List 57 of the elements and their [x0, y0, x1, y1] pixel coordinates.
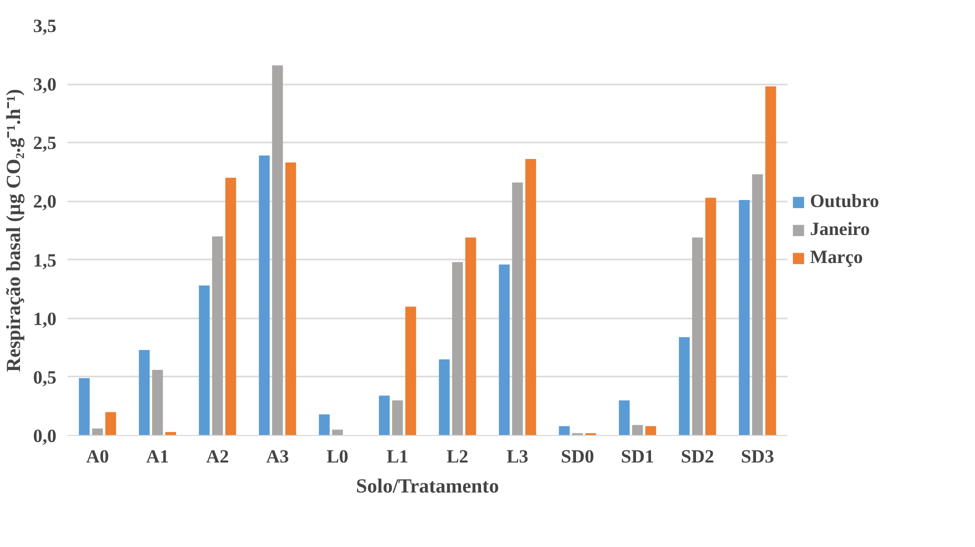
bar — [765, 86, 776, 436]
x-tick-label: A1 — [146, 446, 169, 468]
bar — [405, 306, 416, 436]
x-tick-label: L2 — [446, 446, 468, 468]
bar — [438, 359, 450, 436]
y-tick-label: 3,0 — [33, 74, 57, 96]
bar — [378, 396, 390, 436]
x-tick-label: SD1 — [620, 446, 654, 468]
y-tick-label: 1,0 — [33, 308, 57, 330]
bar — [198, 286, 210, 436]
x-tick-label: A0 — [86, 446, 109, 468]
bar — [752, 174, 763, 436]
bar — [152, 370, 163, 436]
x-tick-label: SD2 — [680, 446, 714, 468]
y-tick-label: 2,0 — [33, 192, 57, 213]
bar — [632, 424, 643, 436]
bar — [498, 264, 510, 436]
bar — [212, 236, 223, 436]
bar — [738, 200, 750, 436]
x-tick-label: L0 — [326, 446, 348, 468]
legend-label: Março — [810, 247, 863, 269]
legend-label: Outubro — [810, 191, 880, 213]
bar — [105, 412, 116, 436]
bar — [645, 426, 656, 436]
bar — [692, 238, 703, 436]
bar — [512, 182, 523, 436]
bar — [78, 378, 90, 436]
x-tick-label: A2 — [206, 446, 229, 468]
bar — [618, 400, 630, 436]
y-tick-label: 1,5 — [33, 250, 57, 272]
y-axis-title: Respiração basal (µg CO₂.g⁻¹.h⁻¹) — [3, 89, 26, 372]
legend-label: Janeiro — [810, 219, 870, 241]
x-tick-label: SD3 — [740, 446, 774, 468]
x-axis-title: Solo/Tratamento — [356, 476, 499, 498]
bar — [465, 238, 476, 436]
bar — [225, 178, 236, 436]
bar — [332, 430, 343, 436]
bar — [258, 156, 270, 436]
x-tick-label: L1 — [386, 446, 408, 468]
bar — [678, 337, 690, 436]
bar — [558, 426, 570, 436]
bar — [285, 162, 296, 436]
x-tick-label: A3 — [266, 446, 289, 468]
y-tick-label: 2,5 — [33, 133, 57, 154]
bar — [318, 414, 330, 436]
bar — [92, 428, 103, 436]
y-tick-label: 3,5 — [33, 16, 57, 37]
bar — [138, 350, 150, 436]
bar — [452, 262, 463, 436]
x-tick-label: L3 — [506, 446, 528, 468]
y-tick-label: 0,0 — [33, 426, 57, 447]
bar — [272, 65, 283, 436]
x-tick-label: SD0 — [560, 446, 594, 468]
bar — [392, 400, 403, 436]
y-tick-label: 0,5 — [33, 367, 57, 388]
bar — [525, 159, 536, 436]
bar — [705, 198, 716, 436]
